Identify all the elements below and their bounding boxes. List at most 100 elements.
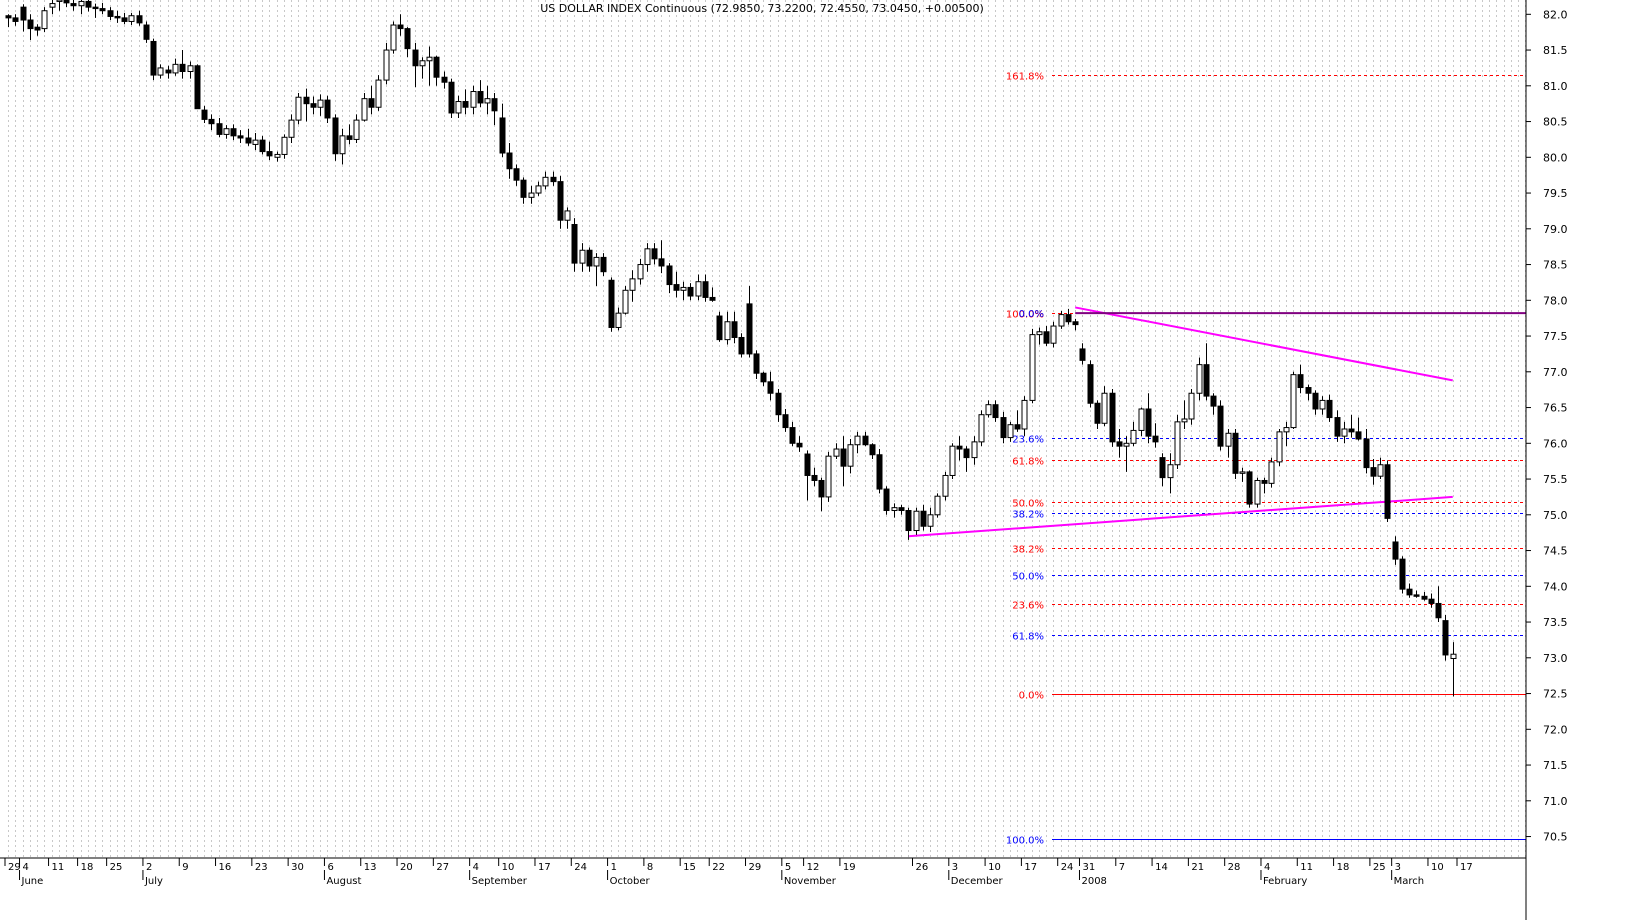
candle xyxy=(121,12,128,25)
candle-body xyxy=(1000,417,1007,439)
candle-body xyxy=(1297,374,1304,389)
month-label: October xyxy=(610,876,651,887)
candle xyxy=(412,42,419,88)
candle-body xyxy=(520,179,527,198)
candle xyxy=(695,274,702,301)
trendline xyxy=(1075,306,1453,382)
candle xyxy=(535,181,542,196)
candle-body xyxy=(353,119,360,140)
candle-body xyxy=(281,136,288,155)
candle xyxy=(390,21,397,54)
candle xyxy=(157,64,164,79)
candle-body xyxy=(1348,428,1355,433)
candle xyxy=(956,436,963,461)
candle-body xyxy=(1442,620,1449,656)
month-label: November xyxy=(784,876,837,887)
candle-body xyxy=(230,128,237,137)
x-tick-label: 14 xyxy=(1155,862,1168,873)
candle-body xyxy=(237,135,244,139)
candle-body xyxy=(412,49,419,67)
candle-body xyxy=(789,427,796,444)
candle-body xyxy=(165,69,172,74)
month-label: September xyxy=(472,876,528,887)
x-tick-label: 18 xyxy=(1337,862,1350,873)
candle-body xyxy=(346,135,353,140)
candle xyxy=(1181,400,1188,429)
candle-body xyxy=(550,176,557,183)
candle-body xyxy=(1421,595,1428,600)
candle-body xyxy=(441,76,448,83)
candle-body xyxy=(1239,471,1246,474)
candle-body xyxy=(1181,418,1188,423)
candle xyxy=(782,408,789,432)
candle-body xyxy=(1058,314,1065,327)
candle-body xyxy=(695,281,702,297)
candle xyxy=(194,64,201,110)
candle xyxy=(20,4,27,32)
candle-body xyxy=(266,151,273,157)
candle-body xyxy=(252,139,259,145)
candle xyxy=(274,151,281,162)
x-tick-label: 10 xyxy=(502,862,515,873)
candle-body xyxy=(651,248,658,260)
candle-body xyxy=(818,479,825,498)
x-tick-label: 24 xyxy=(1061,862,1074,873)
fib-level-label: 61.8% xyxy=(1012,632,1044,643)
candle-body xyxy=(1384,464,1391,519)
candle-body xyxy=(1377,464,1384,477)
candle-body xyxy=(920,510,927,527)
y-tick-label: 79.0 xyxy=(1543,223,1568,236)
candle-body xyxy=(1254,479,1261,505)
candle-body xyxy=(1123,442,1130,447)
candle xyxy=(230,124,237,141)
candle-body xyxy=(259,139,266,153)
candle xyxy=(1094,400,1101,429)
candle-body xyxy=(1428,598,1435,604)
candle xyxy=(767,371,774,401)
candle-body xyxy=(462,101,469,108)
candle-body xyxy=(963,448,970,459)
candle-body xyxy=(767,381,774,394)
candle-body xyxy=(223,128,230,135)
candle xyxy=(920,504,927,531)
candle-body xyxy=(332,117,339,155)
month-label: December xyxy=(951,876,1004,887)
candle xyxy=(1377,457,1384,480)
candle-body xyxy=(775,392,782,416)
x-tick-label: 1 xyxy=(611,862,617,873)
candle xyxy=(1246,470,1253,508)
candle-body xyxy=(1116,441,1123,447)
candle-body xyxy=(716,315,723,341)
candle xyxy=(281,134,288,159)
candle xyxy=(70,0,77,11)
candle-body xyxy=(1079,348,1086,361)
candle xyxy=(1210,393,1217,415)
candle-body xyxy=(557,181,564,221)
candle xyxy=(179,50,186,79)
candle-body xyxy=(1435,602,1442,619)
candle xyxy=(1050,321,1057,348)
candle xyxy=(1101,386,1108,427)
candle xyxy=(1087,360,1094,408)
candle xyxy=(1130,421,1137,447)
candle-body xyxy=(85,0,92,8)
candle xyxy=(419,57,426,79)
candle xyxy=(1152,423,1159,448)
candle xyxy=(288,114,295,143)
y-tick-label: 71.5 xyxy=(1543,759,1568,772)
fib-level-label: 161.8% xyxy=(1006,72,1044,83)
candle xyxy=(687,283,694,301)
y-tick-label: 75.5 xyxy=(1543,473,1568,486)
candle-body xyxy=(927,514,934,527)
candle-body xyxy=(1159,457,1166,479)
x-tick-label: 29 xyxy=(749,862,762,873)
candle-body xyxy=(673,284,680,291)
candle xyxy=(1000,411,1007,444)
candle-body xyxy=(1174,421,1181,466)
candle xyxy=(136,10,143,26)
candle xyxy=(1029,328,1036,404)
x-tick-label: 31 xyxy=(1082,862,1095,873)
candle xyxy=(346,124,353,145)
